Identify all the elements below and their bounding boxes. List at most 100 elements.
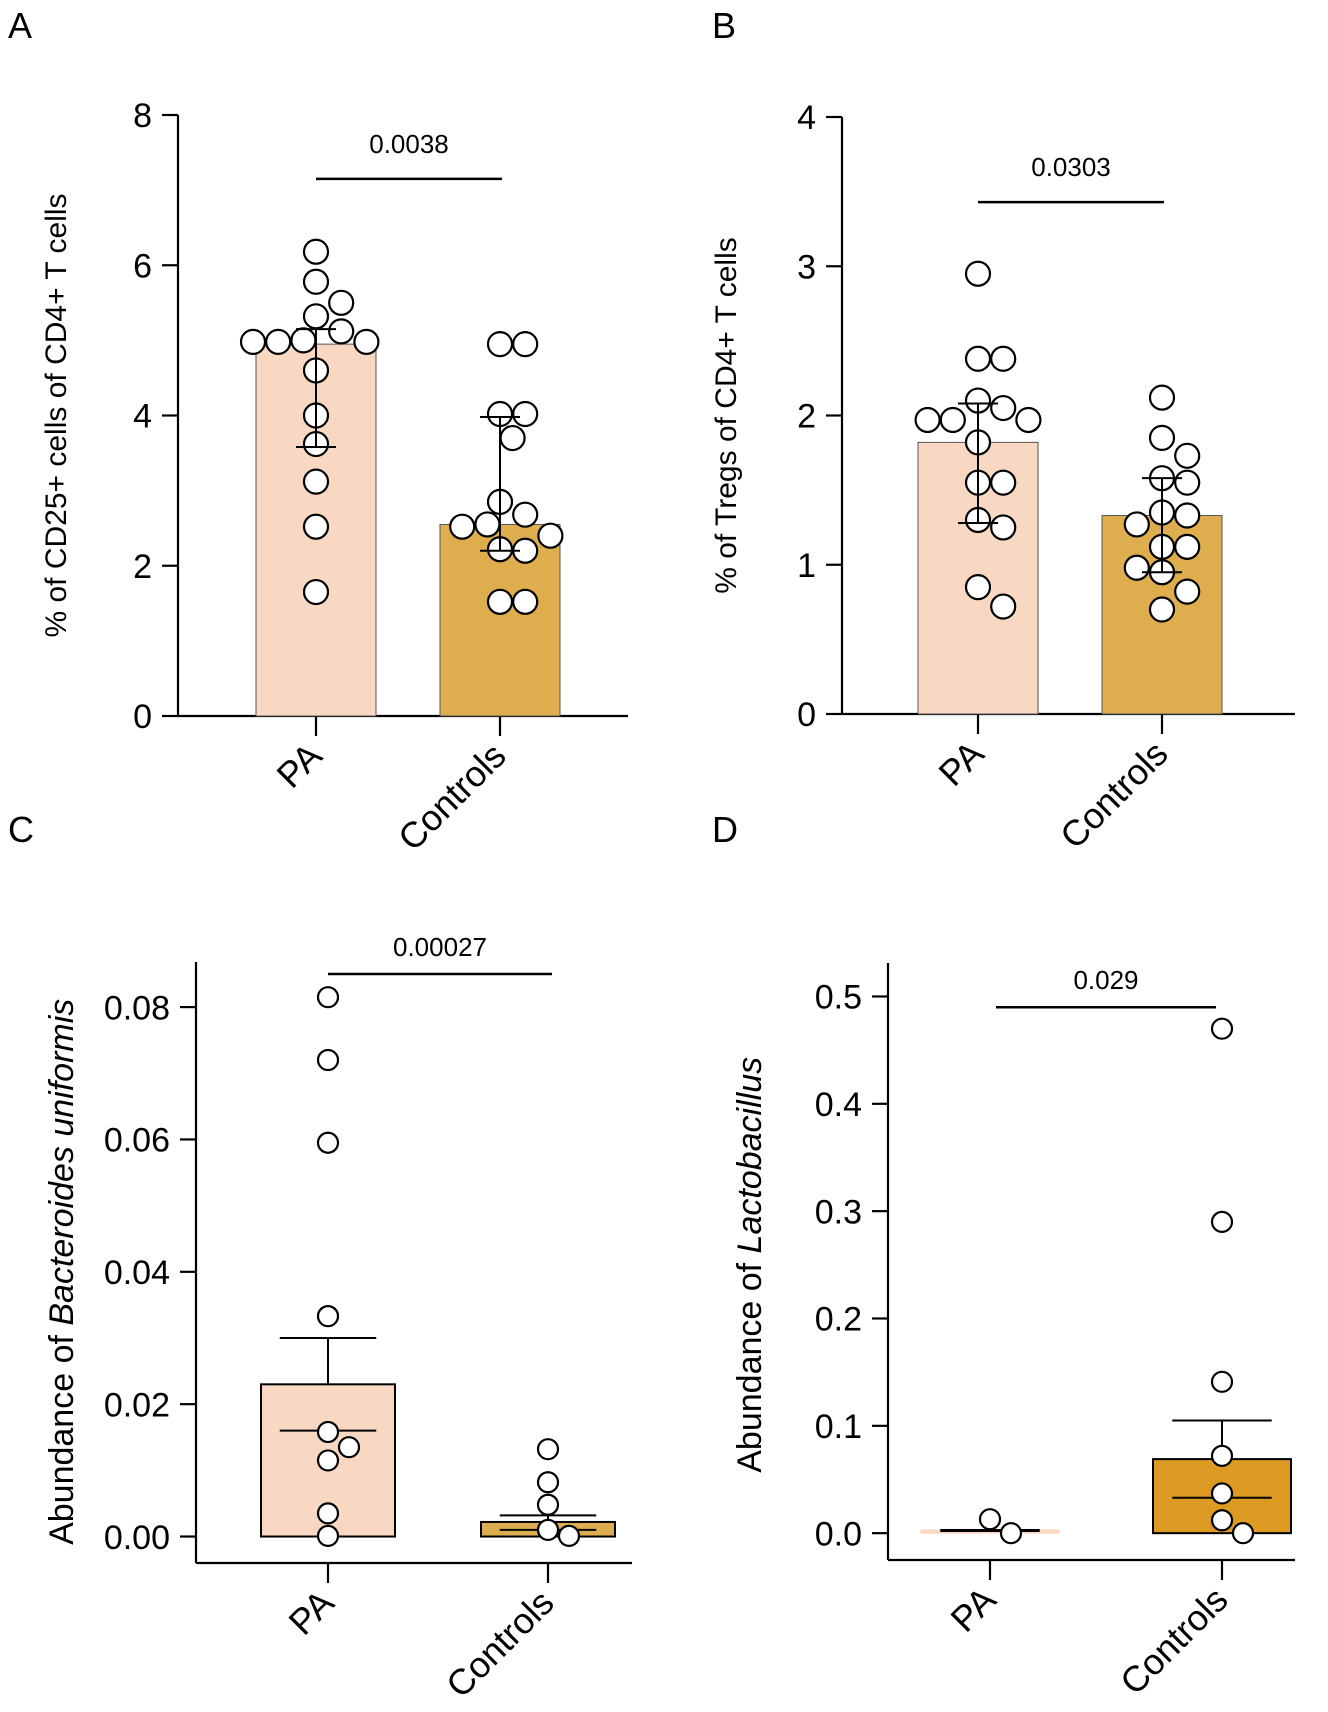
data-point (536, 1518, 560, 1542)
y-tick-label: 0.04 (104, 1254, 170, 1292)
data-point (265, 328, 292, 355)
data-point (512, 400, 539, 428)
data-point (537, 522, 564, 549)
data-point (990, 394, 1017, 422)
data-point (557, 1524, 581, 1547)
significance-p-value: 0.00027 (393, 932, 487, 962)
data-point (328, 289, 355, 316)
data-point (316, 1131, 340, 1154)
x-tick-label: PA (281, 1582, 342, 1643)
data-point (302, 238, 330, 265)
y-tick-label: 0 (133, 698, 152, 736)
data-point (512, 501, 539, 528)
x-tick-label: PA (269, 735, 330, 796)
data-point (1210, 1444, 1234, 1467)
data-point (328, 318, 355, 345)
y-axis-label: % of CD25+ cells of CD4+ T cells (40, 193, 73, 637)
data-point (1148, 384, 1176, 411)
y-tick-label: 4 (133, 398, 152, 436)
data-point (999, 1522, 1023, 1545)
data-point (1174, 533, 1201, 560)
y-axis-label-taxon: Bacteroides uniformis (43, 999, 81, 1326)
x-tick-label: Controls (390, 735, 514, 859)
data-point (512, 588, 539, 615)
data-point (316, 1449, 340, 1472)
significance-p-value: 0.029 (1073, 965, 1138, 995)
data-point (316, 1524, 340, 1547)
data-point (914, 406, 941, 434)
y-tick-label: 8 (133, 97, 152, 135)
x-tick-label: Controls (438, 1582, 562, 1706)
panel-d: D Abundance of Lactobacillus 0.0 0.1 0.2 0.3 0… (712, 809, 1295, 1702)
data-point (990, 469, 1017, 496)
data-point (499, 424, 526, 452)
data-point (1123, 554, 1150, 581)
data-point (302, 468, 330, 495)
data-point (486, 588, 514, 615)
data-point (978, 1508, 1002, 1531)
y-tick-label: 0.5 (815, 979, 862, 1017)
y-axis-label: Abundance of Bacteroides uniformis (43, 999, 81, 1545)
x-tick-label: Controls (1052, 733, 1176, 857)
data-point (1210, 1017, 1234, 1040)
data-point (316, 1420, 340, 1444)
x-tick-label: Controls (1112, 1579, 1236, 1703)
y-tick-label: 0.2 (815, 1301, 862, 1339)
data-point (302, 268, 330, 295)
data-point (1174, 578, 1201, 605)
y-tick-label: 0.06 (104, 1122, 170, 1160)
y-tick-label: 4 (797, 99, 816, 137)
data-point (1148, 596, 1176, 623)
data-point (1210, 1482, 1234, 1505)
data-point (1174, 469, 1201, 496)
y-tick-label: 3 (797, 248, 816, 286)
data-point (536, 1438, 560, 1461)
x-tick-label: PA (943, 1579, 1004, 1640)
data-point (316, 1305, 340, 1328)
y-tick-label: 0 (797, 696, 816, 734)
data-point (964, 574, 992, 601)
y-axis-label-prefix: Abundance of (731, 1253, 769, 1472)
y-tick-label: 0.00 (104, 1519, 170, 1557)
data-point (1148, 424, 1176, 451)
data-point (536, 1471, 560, 1494)
data-point (1123, 511, 1150, 538)
panel-b: B % of Tregs of CD4+ T cells 0 1 2 3 4 PA Contro… (710, 5, 1295, 856)
data-point (1015, 406, 1042, 434)
data-point (1210, 1509, 1234, 1532)
data-point (239, 328, 267, 355)
data-point (353, 328, 380, 355)
data-point (1174, 442, 1201, 469)
y-axis-label-taxon: Lactobacillus (731, 1057, 769, 1254)
data-point (990, 345, 1017, 372)
data-point (1210, 1370, 1234, 1393)
significance-p-value: 0.0038 (369, 129, 449, 159)
y-tick-label: 0.0 (815, 1515, 862, 1553)
y-tick-label: 6 (133, 247, 152, 285)
data-point (964, 260, 992, 287)
data-point (316, 1502, 340, 1525)
data-point (990, 593, 1017, 620)
data-point (990, 514, 1017, 541)
data-point (316, 1048, 340, 1072)
data-point (512, 331, 539, 358)
y-tick-label: 0.4 (815, 1086, 862, 1124)
data-point (290, 327, 317, 354)
y-tick-label: 0.3 (815, 1193, 862, 1231)
data-point (337, 1436, 361, 1459)
data-point (302, 513, 330, 540)
data-point (939, 406, 966, 434)
data-point (1210, 1210, 1234, 1233)
data-point (1231, 1522, 1255, 1545)
y-tick-label: 0.08 (104, 989, 170, 1027)
y-tick-label: 2 (133, 548, 152, 586)
y-tick-label: 0.1 (815, 1408, 862, 1446)
data-point (316, 986, 340, 1009)
significance-p-value: 0.0303 (1031, 152, 1111, 182)
data-point (302, 303, 330, 330)
y-tick-label: 2 (797, 398, 816, 436)
x-tick-label: PA (931, 733, 992, 794)
data-point (474, 511, 501, 538)
